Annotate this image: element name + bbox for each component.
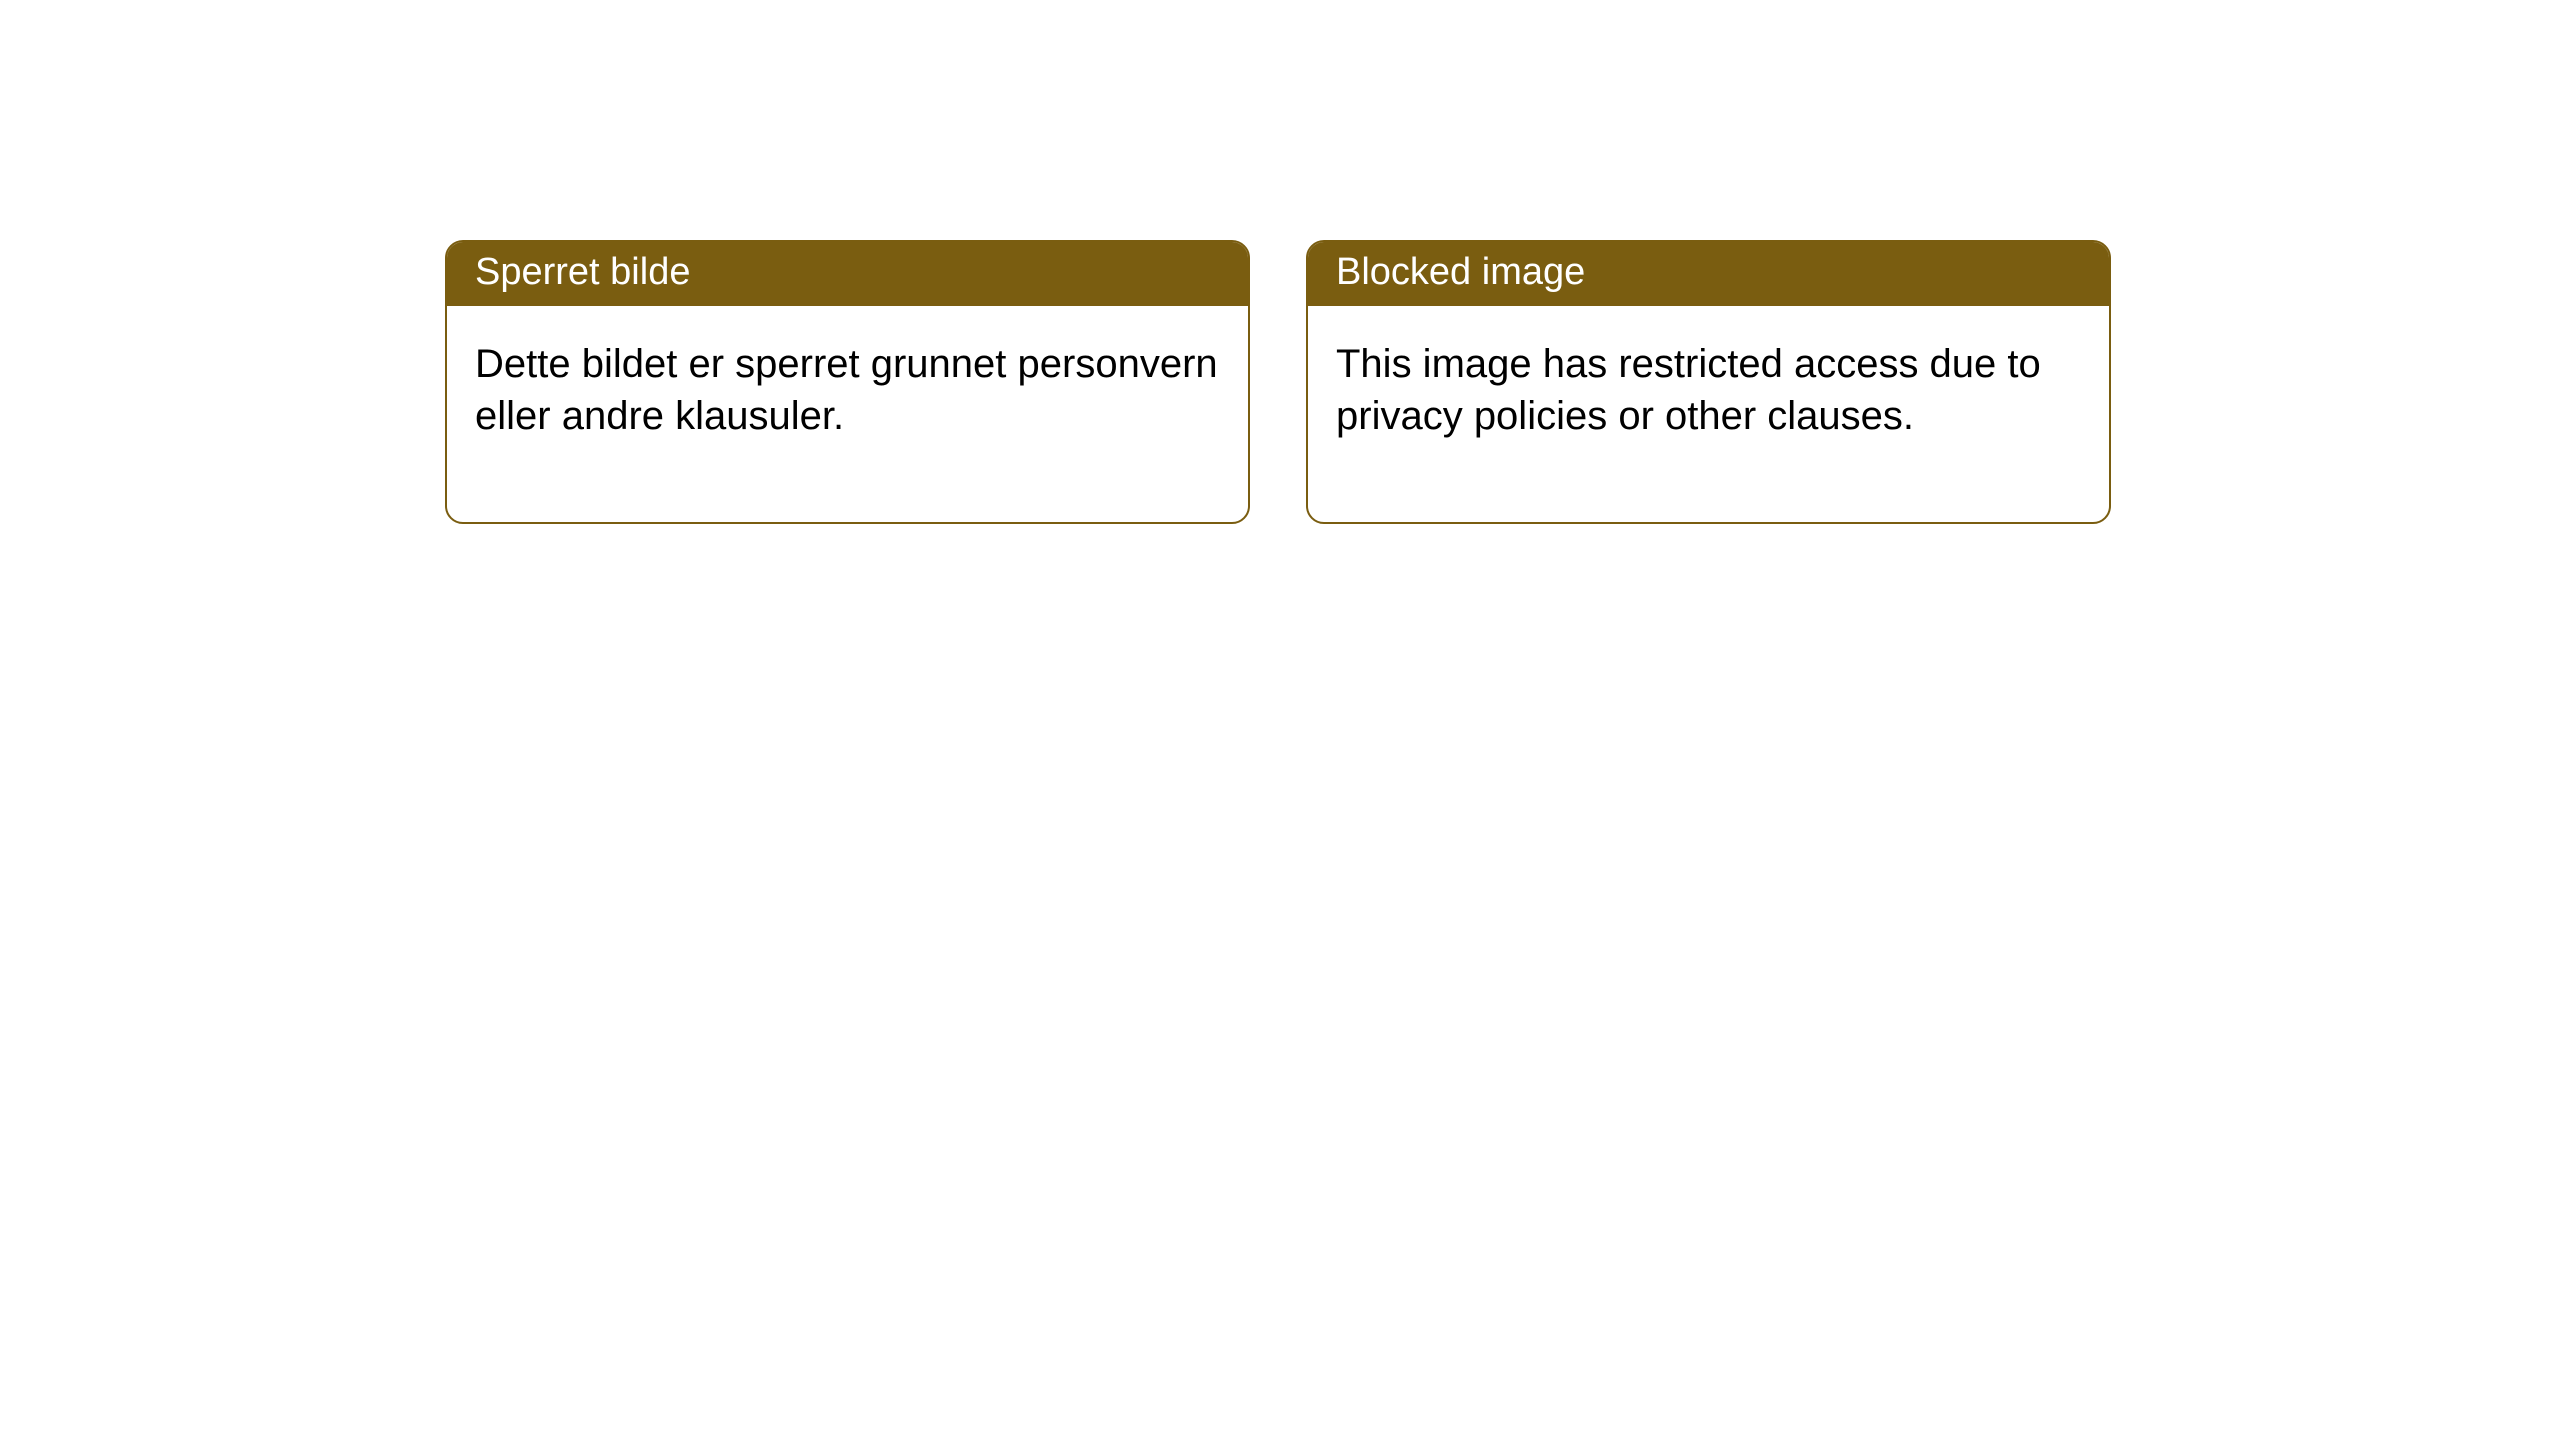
notice-body: Dette bildet er sperret grunnet personve… — [447, 306, 1248, 522]
notice-header: Blocked image — [1308, 242, 2109, 306]
notice-card-norwegian: Sperret bilde Dette bildet er sperret gr… — [445, 240, 1250, 524]
notice-header: Sperret bilde — [447, 242, 1248, 306]
notice-body: This image has restricted access due to … — [1308, 306, 2109, 522]
notice-card-english: Blocked image This image has restricted … — [1306, 240, 2111, 524]
notices-container: Sperret bilde Dette bildet er sperret gr… — [0, 0, 2560, 524]
